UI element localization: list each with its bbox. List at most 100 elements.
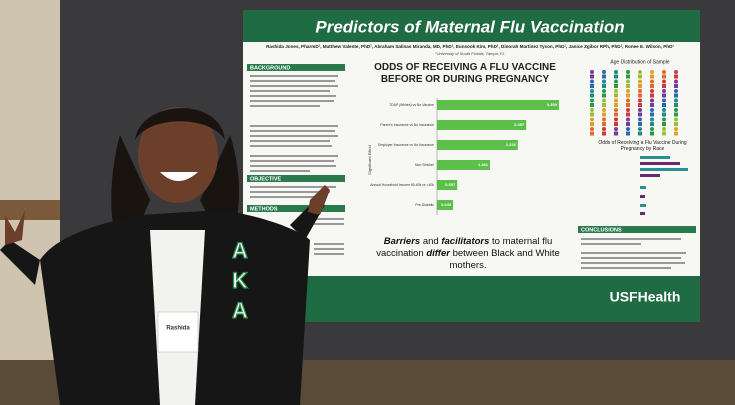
person-icon [662, 131, 666, 136]
person-icon [626, 108, 630, 112]
person-icon [626, 93, 630, 98]
authors: Rashida Jones, PharmD¹, Matthew Valente,… [266, 44, 674, 49]
person-icon [590, 89, 594, 93]
name-badge [157, 311, 199, 353]
person-icon [590, 108, 594, 112]
person-icon [662, 70, 666, 74]
person-icon [674, 70, 678, 74]
person-icon [638, 103, 642, 107]
letter: A [232, 238, 248, 263]
person-icon [614, 89, 618, 93]
person-icon [650, 127, 654, 131]
person-icon [638, 84, 642, 88]
section-bar [247, 64, 345, 71]
section-title: METHODS [250, 206, 278, 212]
smile [160, 172, 198, 181]
bar [437, 160, 491, 170]
badge-name: Rashida [166, 326, 190, 332]
person-icon [650, 108, 654, 112]
person-icon [626, 103, 630, 107]
person-icon [662, 89, 666, 93]
logo: USFHealth [610, 289, 681, 305]
person-icon [674, 98, 678, 103]
poster-header [243, 10, 700, 42]
poster-footer [243, 276, 700, 322]
chart-title-box: ODDS OF RECEIVING A FLU VACCINE BEFORE O… [374, 62, 556, 85]
person-icon [590, 112, 594, 117]
person-icon [662, 84, 666, 88]
person-icon [590, 74, 594, 79]
person-icon [650, 103, 654, 107]
person-icon [602, 122, 606, 126]
right-title-box: Odds of Receiving a Flu Vaccine During P… [598, 140, 686, 152]
bar-label: Employer-Insurance vs No Insurance [378, 143, 434, 147]
person-icon [626, 79, 630, 84]
person-icon [590, 93, 594, 98]
bar [437, 120, 527, 130]
person-icon [650, 131, 654, 136]
person-icon [626, 131, 630, 136]
person-icon [650, 112, 654, 117]
person-icon [638, 74, 642, 79]
person-icon [614, 74, 618, 79]
bar-value: 3.359 [547, 102, 558, 107]
bar [437, 140, 518, 150]
bar-value: 0.443 [441, 202, 452, 207]
caption-text: to maternal flu vaccination [376, 236, 553, 259]
bar [437, 180, 458, 190]
bar-label: Non-Smoker [415, 163, 435, 167]
person-icon [590, 70, 594, 74]
person-icon [590, 79, 594, 84]
caption-box: Barriers and facilitators to maternal fl… [362, 236, 574, 272]
person-icon [638, 89, 642, 93]
person-icon [638, 79, 642, 84]
section-bar [247, 175, 345, 182]
person-icon [662, 98, 666, 103]
person-icon [614, 79, 618, 84]
person-icon [638, 127, 642, 131]
caption-bold: facilitators [441, 236, 490, 247]
letter: A [232, 298, 248, 323]
person-icon [590, 84, 594, 88]
person-icon [650, 84, 654, 88]
person-icon [662, 127, 666, 131]
person-icon [602, 112, 606, 117]
caption-bold: differ [426, 248, 450, 259]
bar-value: 1.461 [478, 162, 489, 167]
arm [0, 240, 40, 285]
section-title: OBJECTIVE [250, 176, 282, 182]
person-icon [662, 117, 666, 122]
section-bar [578, 226, 696, 233]
person-icon [674, 93, 678, 98]
person-icon [650, 74, 654, 79]
bar-label: Annual Household Income 50-60k vs <40k [370, 183, 434, 187]
bar [437, 200, 454, 210]
person-icon [626, 127, 630, 131]
bar-label: TDAP (Whites) vs No Vaccine [389, 103, 434, 107]
person-icon [614, 127, 618, 131]
person-icon [674, 122, 678, 126]
person-icon [614, 112, 618, 117]
person-icon [626, 112, 630, 117]
person-icon [674, 79, 678, 84]
person-icon [638, 108, 642, 112]
person-icon [614, 98, 618, 103]
age-icons [590, 70, 678, 136]
person-icon [614, 93, 618, 98]
face [138, 107, 218, 203]
person-icon [662, 103, 666, 107]
caption: Barriers and facilitators to maternal fl… [362, 236, 574, 272]
person: Rashida A K A [0, 107, 330, 405]
hair-top [135, 108, 225, 140]
person-icon [602, 89, 606, 93]
person-icon [602, 127, 606, 131]
person-icon [626, 74, 630, 79]
section-bar [247, 205, 345, 212]
person-icon [674, 74, 678, 79]
person-icon [602, 84, 606, 88]
person-icon [614, 84, 618, 88]
person-icon [674, 112, 678, 117]
person-icon [602, 117, 606, 122]
person-icon [602, 79, 606, 84]
person-icon [650, 93, 654, 98]
